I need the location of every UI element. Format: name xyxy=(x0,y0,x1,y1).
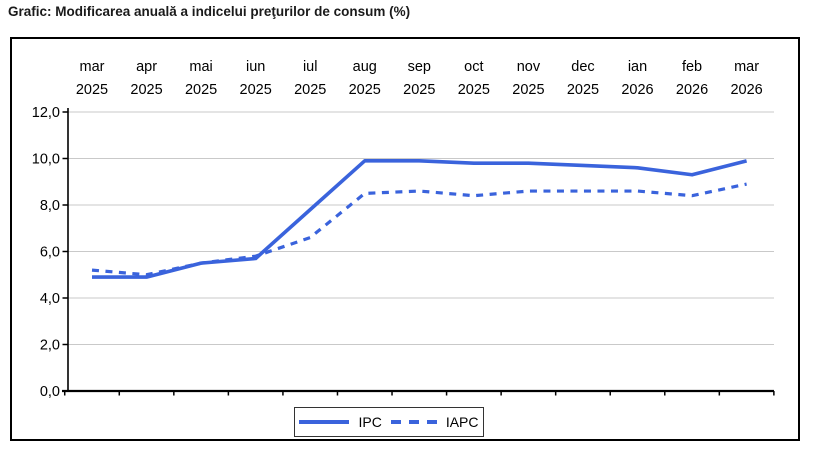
svg-text:dec: dec xyxy=(571,59,594,75)
iapc-dashed-line xyxy=(91,182,747,277)
svg-text:0,0: 0,0 xyxy=(40,384,60,400)
chart-title: Grafic: Modificarea anuală a indicelui p… xyxy=(8,4,411,19)
svg-text:mar: mar xyxy=(80,59,105,75)
ipc-solid-line-swatch xyxy=(299,420,350,424)
svg-text:2025: 2025 xyxy=(294,82,326,98)
svg-text:2026: 2026 xyxy=(730,82,762,98)
y-axis-ticks xyxy=(62,111,68,392)
svg-text:aug: aug xyxy=(353,59,377,75)
svg-text:2,0: 2,0 xyxy=(40,338,60,354)
svg-text:feb: feb xyxy=(682,59,702,75)
svg-text:2025: 2025 xyxy=(349,82,381,98)
x-axis-ticks xyxy=(63,391,775,396)
svg-text:2025: 2025 xyxy=(403,82,435,98)
svg-text:2025: 2025 xyxy=(185,82,217,98)
svg-text:sep: sep xyxy=(408,59,431,75)
svg-text:2025: 2025 xyxy=(240,82,272,98)
svg-text:iun: iun xyxy=(246,59,265,75)
svg-text:ian: ian xyxy=(628,59,647,75)
svg-text:oct: oct xyxy=(464,59,483,75)
svg-text:2026: 2026 xyxy=(621,82,653,98)
svg-text:12,0: 12,0 xyxy=(32,105,60,121)
svg-text:4,0: 4,0 xyxy=(40,291,60,307)
y-axis-labels: 0,0 2,0 4,0 6,0 8,0 10,0 12,0 xyxy=(32,105,60,400)
svg-text:6,0: 6,0 xyxy=(40,245,60,261)
svg-text:2025: 2025 xyxy=(512,82,544,98)
svg-text:mai: mai xyxy=(189,59,212,75)
svg-text:nov: nov xyxy=(517,59,541,75)
gridlines xyxy=(68,111,774,345)
svg-text:2025: 2025 xyxy=(76,82,108,98)
x-axis-labels: mar 2025 apr 2025 mai 2025 iun 2025 iul 2025 aug 20… xyxy=(76,59,763,98)
ipc-solid-line xyxy=(92,159,748,279)
iapc-legend-label: IAPC xyxy=(445,414,479,430)
svg-text:mar: mar xyxy=(734,59,759,75)
ipc-legend-label: IPC xyxy=(358,414,382,430)
svg-text:apr: apr xyxy=(136,59,157,75)
chart-legend: IPC IAPC xyxy=(294,407,484,437)
iapc-dashed-line-swatch xyxy=(390,420,437,424)
svg-text:2025: 2025 xyxy=(458,82,490,98)
svg-text:2026: 2026 xyxy=(676,82,708,98)
svg-text:iul: iul xyxy=(303,59,318,75)
svg-text:8,0: 8,0 xyxy=(40,198,60,214)
svg-text:2025: 2025 xyxy=(130,82,162,98)
svg-text:10,0: 10,0 xyxy=(32,152,60,168)
chart-frame xyxy=(10,37,800,441)
svg-text:2025: 2025 xyxy=(567,82,599,98)
